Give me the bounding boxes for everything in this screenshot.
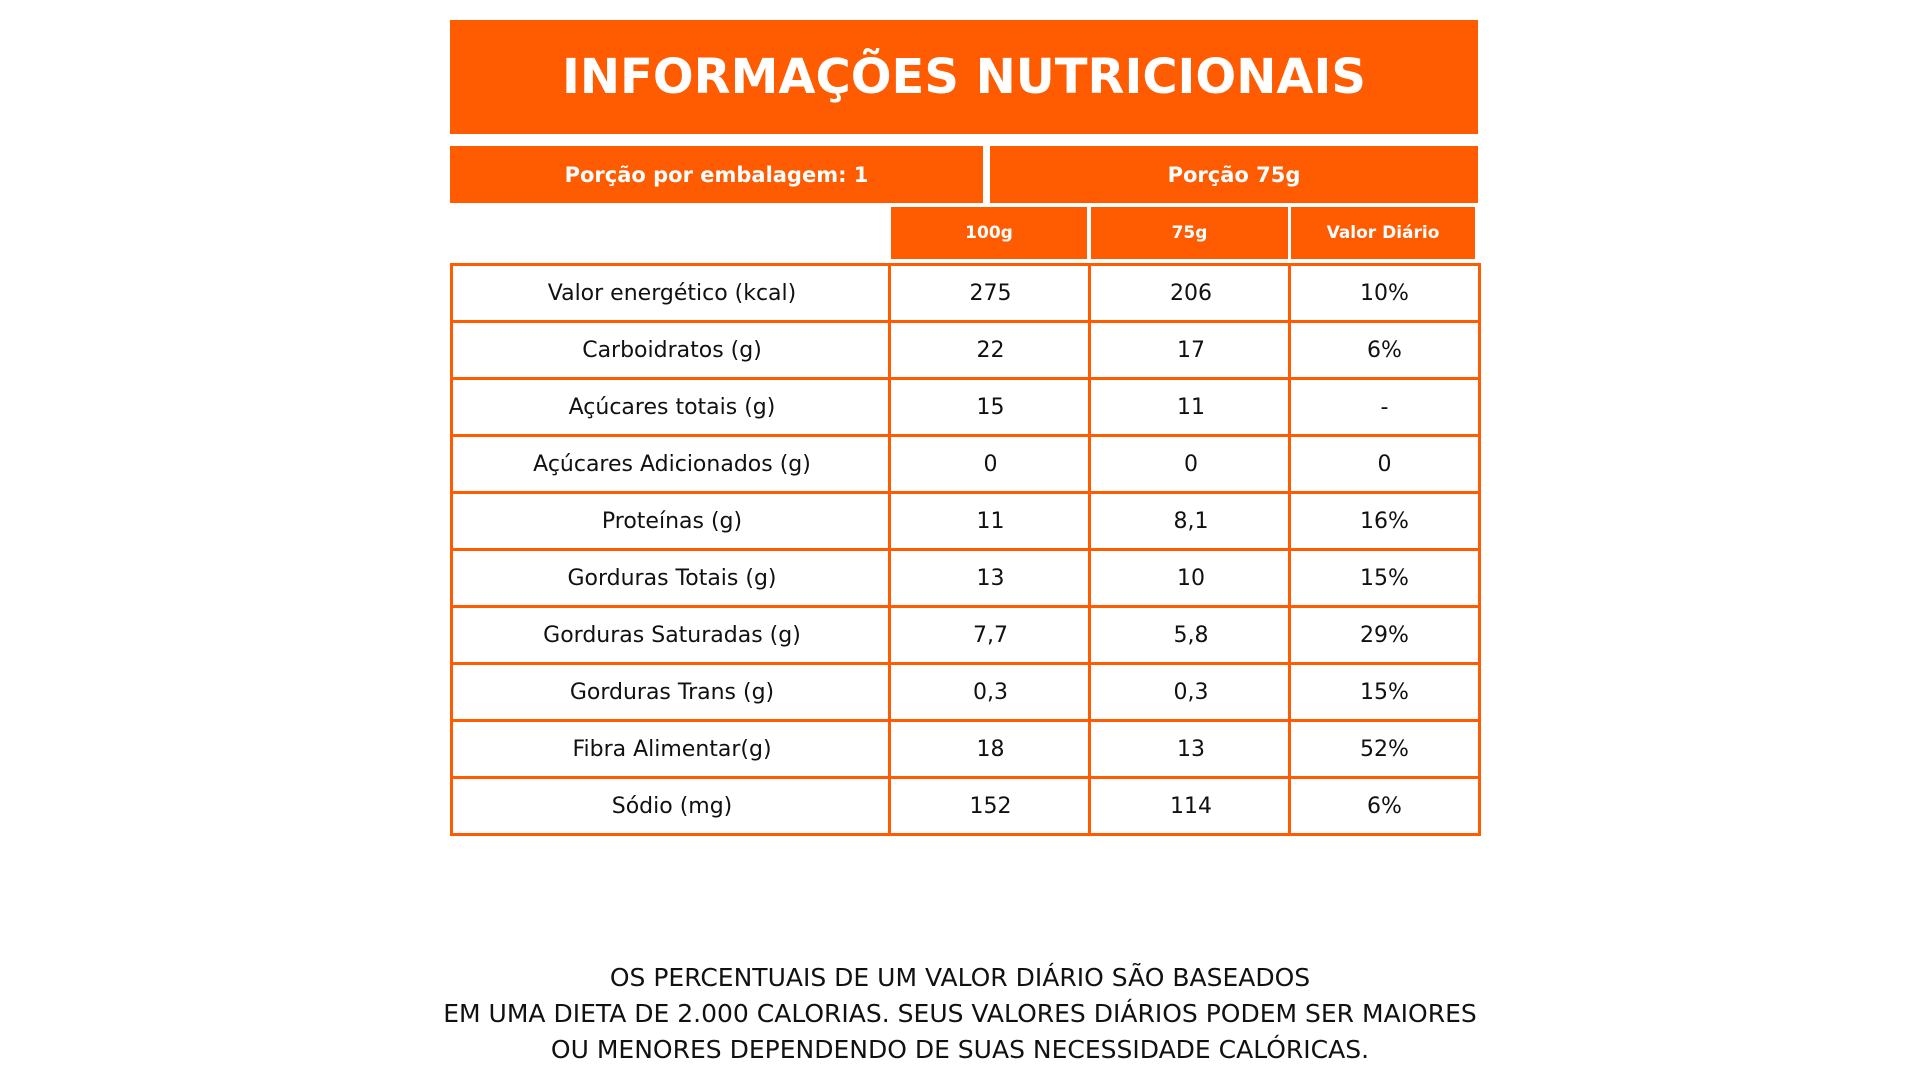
cell-value: 15%	[1288, 548, 1481, 608]
cell-value: 13	[888, 548, 1093, 608]
footer-line: OS PERCENTUAIS DE UM VALOR DIÁRIO SÃO BA…	[609, 963, 1311, 992]
column-header: 100g	[891, 207, 1087, 259]
cell-value: 152	[888, 776, 1093, 836]
footer-line: OU MENORES DEPENDENDO DE SUAS NECESSIDAD…	[550, 1035, 1370, 1064]
row-label: Proteínas (g)	[450, 491, 894, 551]
cell-value: 8,1	[1088, 491, 1294, 551]
cell-value: 5,8	[1088, 605, 1294, 665]
row-label: Açúcares Adicionados (g)	[450, 434, 894, 494]
row-label: Valor energético (kcal)	[450, 263, 894, 323]
row-label: Fibra Alimentar(g)	[450, 719, 894, 779]
row-label: Sódio (mg)	[450, 776, 894, 836]
cell-value: 52%	[1288, 719, 1481, 779]
portion-size: Porção 75g	[990, 146, 1478, 203]
cell-value: 0,3	[1088, 662, 1294, 722]
cell-value: 13	[1088, 719, 1294, 779]
cell-value: 6%	[1288, 776, 1481, 836]
cell-value: 11	[1088, 377, 1294, 437]
cell-value: 6%	[1288, 320, 1481, 380]
cell-value: 29%	[1288, 605, 1481, 665]
row-label: Gorduras Totais (g)	[450, 548, 894, 608]
column-header: 75g	[1091, 207, 1288, 259]
cell-value: 15%	[1288, 662, 1481, 722]
row-label: Gorduras Saturadas (g)	[450, 605, 894, 665]
row-label: Gorduras Trans (g)	[450, 662, 894, 722]
cell-value: 18	[888, 719, 1093, 779]
title: INFORMAÇÕES NUTRICIONAIS	[450, 20, 1478, 134]
cell-value: 22	[888, 320, 1093, 380]
row-label: Açúcares totais (g)	[450, 377, 894, 437]
footer-line: EM UMA DIETA DE 2.000 CALORIAS. SEUS VAL…	[443, 999, 1477, 1028]
row-label: Carboidratos (g)	[450, 320, 894, 380]
cell-value: 0,3	[888, 662, 1093, 722]
cell-value: -	[1288, 377, 1481, 437]
cell-value: 10%	[1288, 263, 1481, 323]
cell-value: 15	[888, 377, 1093, 437]
portion-per-package: Porção por embalagem: 1	[450, 146, 983, 203]
cell-value: 7,7	[888, 605, 1093, 665]
cell-value: 16%	[1288, 491, 1481, 551]
cell-value: 0	[888, 434, 1093, 494]
cell-value: 206	[1088, 263, 1294, 323]
cell-value: 114	[1088, 776, 1294, 836]
cell-value: 17	[1088, 320, 1294, 380]
column-header: Valor Diário	[1291, 207, 1475, 259]
cell-value: 0	[1088, 434, 1294, 494]
cell-value: 11	[888, 491, 1093, 551]
cell-value: 10	[1088, 548, 1294, 608]
cell-value: 275	[888, 263, 1093, 323]
cell-value: 0	[1288, 434, 1481, 494]
